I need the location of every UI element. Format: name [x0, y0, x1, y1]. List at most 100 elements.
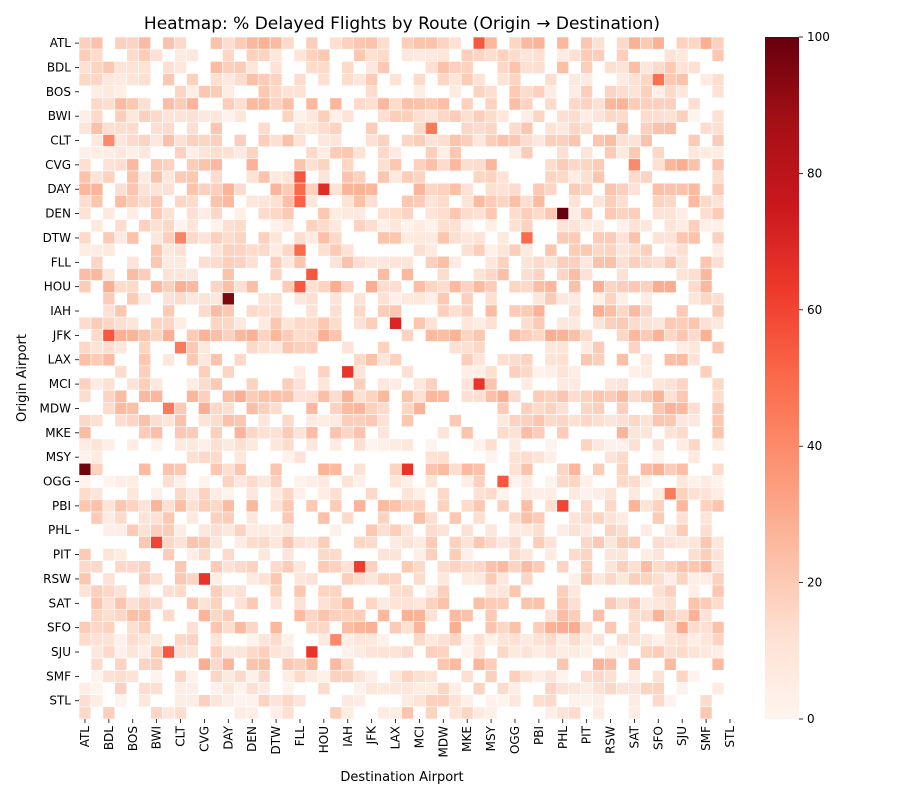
heatmap-cell — [186, 231, 199, 245]
heatmap-cell — [401, 255, 414, 269]
heatmap-cell — [90, 36, 104, 50]
heatmap-cell — [425, 694, 438, 708]
heatmap-cell — [90, 596, 104, 610]
heatmap-cell — [413, 669, 426, 683]
heatmap-cell — [616, 36, 629, 50]
colorbar-tick-label: 60 — [807, 303, 822, 317]
heatmap-cell — [413, 682, 426, 695]
heatmap-cell — [699, 523, 713, 537]
heatmap-cell — [556, 146, 570, 160]
heatmap-cell — [616, 121, 629, 135]
heatmap-cell — [174, 402, 187, 415]
heatmap-cell — [448, 134, 462, 147]
heatmap-cell — [401, 36, 414, 50]
heatmap-cell — [114, 402, 128, 415]
heatmap-cell — [532, 85, 546, 99]
heatmap-cell — [126, 61, 140, 74]
heatmap-cell — [592, 255, 605, 269]
heatmap-cell — [711, 134, 725, 147]
heatmap-cell — [413, 487, 426, 501]
heatmap-cell — [174, 560, 187, 574]
heatmap-cell — [437, 36, 450, 50]
heatmap-cell — [580, 219, 593, 233]
heatmap-cell — [245, 596, 259, 610]
heatmap-cell — [293, 572, 307, 586]
heatmap-cell — [425, 682, 438, 695]
heatmap-cell — [150, 487, 163, 501]
heatmap-cell — [508, 536, 522, 549]
heatmap-cell — [150, 316, 163, 330]
heatmap-cell — [508, 694, 522, 708]
x-axis-label: Destination Airport — [340, 770, 463, 785]
heatmap-cell — [508, 426, 522, 440]
heatmap-cell — [257, 207, 271, 220]
heatmap-cell — [198, 328, 211, 342]
heatmap-cell — [556, 377, 570, 391]
heatmap-cell — [401, 268, 414, 281]
heatmap-cell — [401, 706, 414, 720]
heatmap-cell — [568, 706, 581, 720]
heatmap-cell — [222, 389, 235, 403]
heatmap-cell — [472, 657, 486, 671]
heatmap-cell — [640, 426, 653, 440]
heatmap-cell — [162, 475, 175, 488]
heatmap-cell — [126, 633, 140, 647]
heatmap-cell — [198, 499, 211, 513]
heatmap-cell — [162, 243, 175, 257]
heatmap-cell — [496, 572, 510, 586]
heatmap-cell — [317, 682, 331, 695]
heatmap-cell — [222, 268, 235, 281]
heatmap-cell — [472, 682, 486, 695]
heatmap-cell — [496, 255, 510, 269]
heatmap-cell — [186, 134, 199, 147]
heatmap-cell — [437, 97, 450, 111]
heatmap-cell — [186, 328, 199, 342]
heatmap-cell — [293, 182, 307, 196]
heatmap-cell — [592, 231, 605, 245]
heatmap-cell — [675, 377, 689, 391]
heatmap-cell — [353, 207, 366, 220]
heatmap-cell — [484, 596, 498, 610]
heatmap-cell — [186, 219, 199, 233]
heatmap-cell — [711, 682, 725, 695]
heatmap-cell — [233, 316, 247, 330]
heatmap-cell — [210, 414, 223, 428]
heatmap-cell — [150, 134, 163, 147]
heatmap-cell — [365, 182, 378, 196]
heatmap-cell — [114, 682, 128, 695]
heatmap-cell — [377, 609, 390, 622]
heatmap-cell — [448, 657, 462, 671]
heatmap-cell — [257, 633, 271, 647]
heatmap-cell — [186, 487, 199, 501]
heatmap-cell — [389, 146, 402, 160]
heatmap-cell — [640, 475, 653, 488]
heatmap-cell — [341, 389, 355, 403]
y-tick-label: RSW — [43, 572, 71, 586]
heatmap-cell — [437, 633, 450, 647]
heatmap-cell — [592, 633, 605, 647]
heatmap-cell — [520, 487, 534, 501]
heatmap-cell — [329, 584, 343, 598]
heatmap-cell — [675, 61, 689, 74]
heatmap-cell — [365, 669, 378, 683]
heatmap-cell — [568, 487, 581, 501]
y-tick-label: MDW — [40, 401, 72, 415]
heatmap-cell — [269, 596, 283, 610]
x-tick-label: STL — [723, 726, 737, 748]
heatmap-cell — [365, 97, 378, 111]
heatmap-cell — [222, 475, 235, 488]
heatmap-cell — [377, 61, 390, 74]
heatmap-cell — [90, 255, 104, 269]
heatmap-cell — [604, 304, 617, 318]
heatmap-cell — [186, 669, 199, 683]
heatmap-cell — [305, 48, 319, 62]
heatmap-cell — [126, 97, 140, 111]
heatmap-cell — [186, 292, 199, 306]
heatmap-cell — [675, 182, 689, 196]
y-tick-label: SJU — [51, 645, 71, 659]
heatmap-cell — [281, 645, 295, 659]
heatmap-cell — [138, 328, 151, 342]
heatmap-cell — [162, 207, 175, 220]
heatmap-cell — [484, 207, 498, 220]
x-tick-label: MCI — [412, 726, 426, 748]
